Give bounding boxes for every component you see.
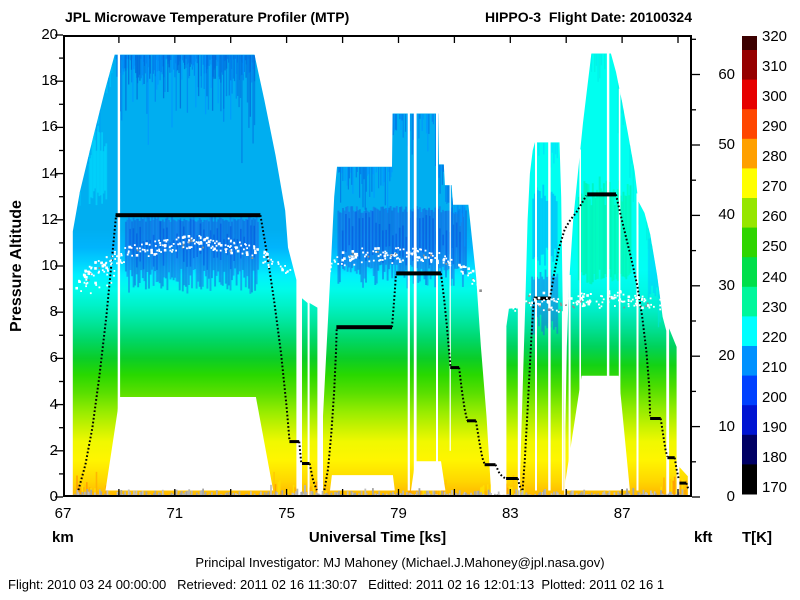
- right-unit-label: kft: [694, 529, 713, 546]
- y-tick-label: 18: [41, 72, 58, 90]
- y-tick-label: 6: [49, 349, 58, 367]
- x-axis-label: Universal Time [ks]: [308, 529, 447, 546]
- colorbar-tick-label: 230: [762, 298, 788, 316]
- colorbar-tick-label: 320: [762, 28, 788, 45]
- colorbar-tick-label: 260: [762, 208, 788, 226]
- y-tick-label: 16: [41, 118, 58, 136]
- colorbar-tick-label: 270: [762, 178, 788, 196]
- y-tick-label: 12: [41, 210, 58, 228]
- kft-tick-label: 50: [718, 135, 735, 153]
- colorbar-tick-label: 200: [762, 388, 788, 406]
- colorbar-tick-label: 210: [762, 358, 788, 376]
- temperature-curtain-plot: [63, 35, 692, 497]
- tropopause-dots: [75, 235, 683, 316]
- kft-tick-label: 40: [718, 206, 735, 224]
- kft-tick-label: 10: [718, 417, 735, 435]
- colorbar-tick-label: 180: [762, 448, 788, 466]
- colorbar-tick-label: 280: [762, 148, 788, 166]
- kft-tick-label: 20: [718, 347, 735, 365]
- colorbar-tick-label: 190: [762, 418, 788, 436]
- principal-investigator-credit: Principal Investigator: MJ Mahoney (Mich…: [195, 555, 605, 570]
- x-tick-label: 83: [501, 505, 519, 522]
- x-tick-label: 75: [278, 505, 295, 522]
- x-tick-label: 87: [613, 505, 631, 522]
- kft-tick-label: 30: [718, 276, 735, 294]
- y-tick-label: 10: [41, 257, 58, 274]
- colorbar-tick-label: 300: [762, 88, 788, 106]
- x-tick-label: 71: [166, 505, 184, 522]
- kft-tick-label: 0: [726, 488, 735, 505]
- y-tick-label: 8: [49, 303, 58, 321]
- colorbar-tick-label: 310: [762, 58, 788, 76]
- y-tick-label: 2: [49, 441, 58, 459]
- file-timestamps: Flight: 2010 03 24 00:00:00 Retrieved: 2…: [8, 577, 665, 592]
- y-tick-label: 0: [49, 488, 58, 505]
- kft-tick-label: 60: [718, 65, 735, 83]
- x-tick-label: 67: [54, 505, 72, 522]
- y-tick-label: 4: [49, 395, 58, 413]
- no-data-cutouts: [105, 52, 639, 491]
- flight-date-title: HIPPO-3 Flight Date: 20100324: [485, 9, 692, 25]
- colorbar-title: T[K]: [742, 529, 772, 546]
- colorbar-tick-label: 250: [762, 238, 788, 256]
- x-tick-label: 79: [390, 505, 407, 522]
- colorbar-blocks: [742, 36, 757, 495]
- colorbar-tick-label: 240: [762, 268, 788, 286]
- flight-track: [77, 192, 690, 491]
- page-title: JPL Microwave Temperature Profiler (MTP): [65, 9, 350, 25]
- y-tick-label: 20: [41, 26, 58, 43]
- colorbar-tick-label: 170: [762, 479, 788, 497]
- colorbar-tick-label: 290: [762, 118, 788, 136]
- colorbar-tick-label: 220: [762, 328, 788, 346]
- y-tick-label: 14: [41, 164, 58, 182]
- tick-marks: [63, 36, 679, 496]
- left-unit-label: km: [52, 529, 74, 546]
